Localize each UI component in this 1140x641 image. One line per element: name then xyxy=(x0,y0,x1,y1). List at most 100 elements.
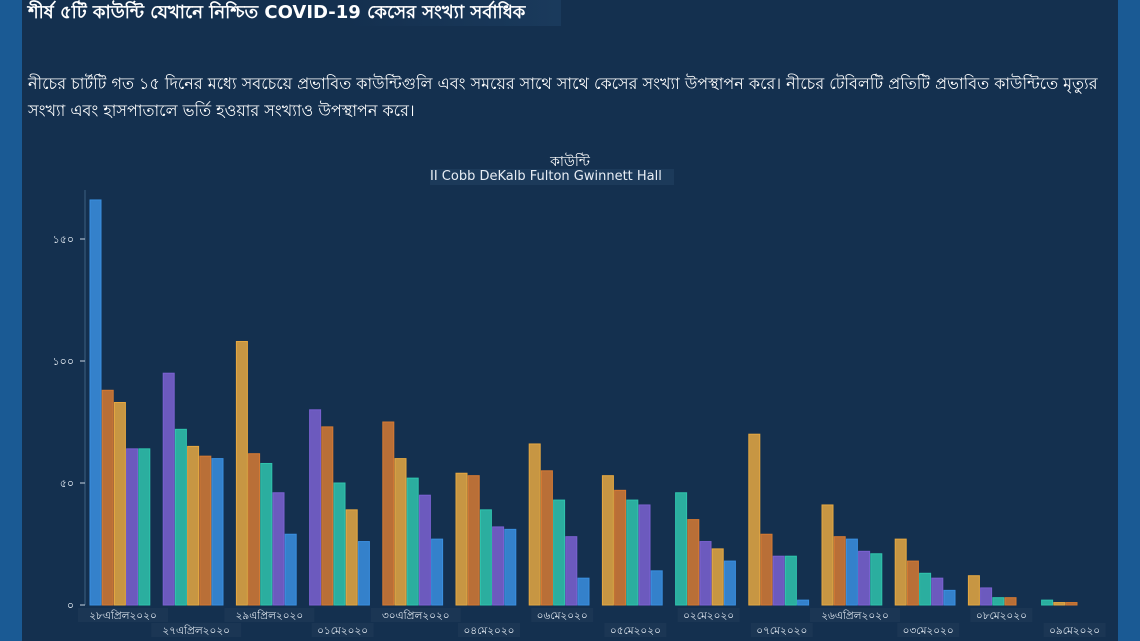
bar-dekalb[interactable] xyxy=(199,455,212,606)
bar-hall[interactable] xyxy=(431,538,444,606)
bar-fulton[interactable] xyxy=(272,492,285,606)
bar-gwinnett[interactable] xyxy=(174,428,187,606)
bar-hall[interactable] xyxy=(943,589,956,606)
bar-hall[interactable] xyxy=(357,541,370,606)
x-label-bg xyxy=(531,608,594,622)
bar-cobb[interactable] xyxy=(235,340,248,606)
bar-hall[interactable] xyxy=(211,458,224,606)
x-tick-label: ০৬মে২০২০ xyxy=(537,610,588,622)
x-label-bg xyxy=(1043,623,1106,637)
bar-cobb[interactable] xyxy=(187,445,200,606)
bar-fulton[interactable] xyxy=(126,448,139,606)
bar-dekalb[interactable] xyxy=(833,536,846,606)
bar-fulton[interactable] xyxy=(858,550,871,606)
left-edge-strip xyxy=(0,0,22,641)
bar-dekalb[interactable] xyxy=(1004,597,1017,606)
chart-description: নীচের চার্টটি গত ১৫ দিনের মধ্যে সবচেয়ে … xyxy=(28,74,1098,120)
x-tick-label: ২৬এপ্রিল২০২০ xyxy=(821,609,889,622)
bar-dekalb[interactable] xyxy=(382,421,395,606)
bar-cobb[interactable] xyxy=(748,433,761,606)
bar-cobb[interactable] xyxy=(455,472,468,606)
right-edge-strip xyxy=(1118,0,1140,641)
x-tick-label: ০৫মে২০২০ xyxy=(610,625,661,637)
bar-gwinnett[interactable] xyxy=(992,597,1005,606)
bar-dekalb[interactable] xyxy=(321,426,334,606)
bar-dekalb[interactable] xyxy=(1065,602,1078,606)
x-label-bg xyxy=(224,608,315,622)
x-label-bg xyxy=(750,623,813,637)
bar-fulton[interactable] xyxy=(699,541,712,606)
bar-cobb[interactable] xyxy=(394,458,407,606)
bar-cobb[interactable] xyxy=(1053,602,1066,606)
bar-dekalb[interactable] xyxy=(248,453,261,606)
x-label-bg xyxy=(151,623,242,637)
bar-cobb[interactable] xyxy=(967,575,980,606)
x-tick-label: ০৯মে২০২০ xyxy=(1049,625,1100,637)
x-tick-label: ০১মে২০২০ xyxy=(317,625,368,637)
bar-dekalb[interactable] xyxy=(101,389,114,606)
page-title: শীর্ষ ৫টি কাউন্টি যেখানে নিশ্চিত COVID-1… xyxy=(28,0,562,26)
bar-gwinnett[interactable] xyxy=(626,499,639,606)
bar-gwinnett[interactable] xyxy=(406,477,419,606)
bar-gwinnett[interactable] xyxy=(919,572,932,606)
x-tick-label: ২৭এপ্রিল২০২০ xyxy=(162,624,230,637)
x-tick-label: ০৩মে২০২০ xyxy=(903,625,954,637)
bar-cobb[interactable] xyxy=(113,401,126,606)
bar-fulton[interactable] xyxy=(931,577,944,606)
bar-hall[interactable] xyxy=(284,533,297,606)
bar-hall[interactable] xyxy=(89,199,102,606)
bar-hall[interactable] xyxy=(504,528,517,606)
x-label-bg xyxy=(897,623,960,637)
bar-gwinnett[interactable] xyxy=(870,553,883,606)
bar-cobb[interactable] xyxy=(601,475,614,606)
bar-fulton[interactable] xyxy=(492,526,505,606)
bar-gwinnett[interactable] xyxy=(675,492,688,606)
bar-gwinnett[interactable] xyxy=(784,555,797,606)
bar-cobb[interactable] xyxy=(821,504,834,606)
x-tick-label: ৩০এপ্রিল২০২০ xyxy=(382,609,450,622)
y-tick-label: ০ xyxy=(67,599,74,612)
bar-cobb[interactable] xyxy=(528,443,541,606)
y-tick-label: ১০০ xyxy=(53,355,74,368)
bar-dekalb[interactable] xyxy=(906,560,919,606)
bar-dekalb[interactable] xyxy=(687,519,700,606)
bar-fulton[interactable] xyxy=(162,372,175,606)
bar-dekalb[interactable] xyxy=(760,533,773,606)
bar-cobb[interactable] xyxy=(894,538,907,606)
chart-legend[interactable]: II Cobb DeKalb Fulton Gwinnett Hall xyxy=(430,169,674,185)
x-tick-label: ০৮মে২০২০ xyxy=(976,610,1027,622)
bar-fulton[interactable] xyxy=(980,587,993,606)
bar-fulton[interactable] xyxy=(309,409,322,606)
bar-fulton[interactable] xyxy=(638,504,651,606)
x-label-bg xyxy=(370,608,461,622)
bar-fulton[interactable] xyxy=(565,536,578,606)
bar-gwinnett[interactable] xyxy=(1041,599,1054,606)
bar-hall[interactable] xyxy=(845,538,858,606)
bar-gwinnett[interactable] xyxy=(333,482,346,606)
bar-fulton[interactable] xyxy=(772,555,785,606)
x-label-bg xyxy=(604,623,667,637)
bar-hall[interactable] xyxy=(797,599,810,606)
bar-dekalb[interactable] xyxy=(540,470,553,606)
x-tick-label: ০৭মে২০২০ xyxy=(756,625,807,637)
bar-dekalb[interactable] xyxy=(467,475,480,606)
bar-gwinnett[interactable] xyxy=(260,462,273,606)
x-label-bg xyxy=(970,608,1033,622)
bar-hall[interactable] xyxy=(577,577,590,606)
legend-title: কাউন্টি xyxy=(550,154,590,170)
x-tick-label: ০২মে২০২০ xyxy=(683,610,734,622)
bar-dekalb[interactable] xyxy=(614,489,627,606)
bar-gwinnett[interactable] xyxy=(553,499,566,606)
bar-cobb[interactable] xyxy=(345,509,358,606)
bar-hall[interactable] xyxy=(650,570,663,606)
x-label-bg xyxy=(78,608,168,622)
bar-hall[interactable] xyxy=(723,560,736,606)
bar-fulton[interactable] xyxy=(418,494,431,606)
x-tick-label: ২৯এপ্রিল২০২০ xyxy=(236,609,304,622)
bar-gwinnett[interactable] xyxy=(479,509,492,606)
bar-cobb[interactable] xyxy=(711,548,724,606)
bar-gwinnett[interactable] xyxy=(138,448,151,606)
y-tick-label: ১৫০ xyxy=(53,233,74,246)
y-tick-label: ৫০ xyxy=(60,477,74,490)
